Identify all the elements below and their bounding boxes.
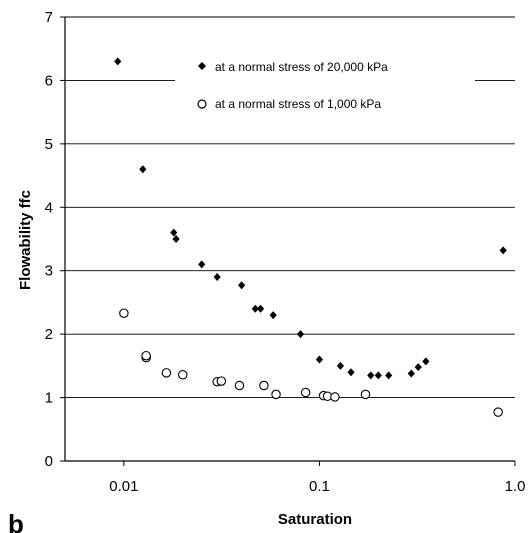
data-point-series-1 — [407, 369, 415, 378]
y-tick-label: 0 — [45, 453, 53, 470]
data-point-series-1 — [315, 355, 324, 364]
y-tick-label: 2 — [45, 326, 53, 343]
legend-label-series-1: at a normal stress of 20,000 kPa — [215, 60, 388, 74]
legend-background — [175, 56, 475, 120]
x-tick-label: 0.1 — [309, 478, 330, 495]
y-tick-label: 7 — [45, 9, 53, 26]
data-point-series-1 — [422, 357, 430, 366]
data-point-series-1 — [213, 273, 221, 282]
x-tick-label: 1.0 — [505, 478, 526, 495]
data-point-series-1 — [238, 281, 246, 290]
data-point-series-2 — [360, 389, 371, 400]
x-tick-labels: 0.01 0.1 1.0 — [109, 478, 525, 495]
data-point-series-1 — [256, 304, 265, 313]
panel-label: b — [8, 509, 24, 533]
data-point-series-1 — [499, 246, 507, 255]
data-point-series-2 — [330, 392, 340, 402]
y-tick-label: 6 — [45, 72, 53, 89]
data-points — [114, 57, 507, 417]
data-point-series-2 — [177, 369, 188, 380]
data-point-series-1 — [251, 304, 259, 313]
y-tick-label: 3 — [45, 263, 53, 280]
data-point-series-1 — [336, 361, 345, 370]
data-point-series-2 — [259, 380, 269, 391]
data-point-series-1 — [367, 371, 375, 380]
data-point-series-1 — [114, 57, 122, 66]
data-point-series-1 — [374, 371, 382, 380]
data-point-series-2 — [161, 368, 172, 378]
y-axis-title: Flowability ffc — [17, 190, 34, 290]
data-point-series-1 — [139, 165, 147, 174]
legend-marker-circle — [197, 99, 207, 109]
data-point-series-1 — [385, 371, 393, 380]
data-point-series-2 — [119, 308, 129, 318]
legend-label-series-2: at a normal stress of 1,000 kPa — [215, 97, 381, 111]
axes — [60, 16, 516, 466]
data-point-series-2 — [141, 350, 151, 361]
data-point-series-2 — [493, 407, 503, 417]
legend-marker-diamond — [198, 62, 206, 70]
data-point-series-2 — [234, 380, 245, 391]
data-point-series-1 — [269, 311, 277, 320]
data-point-series-1 — [172, 235, 180, 243]
y-tick-label: 1 — [45, 390, 53, 407]
data-point-series-2 — [271, 389, 281, 400]
y-tick-label: 4 — [45, 199, 53, 216]
x-tick-label: 0.01 — [109, 478, 138, 495]
data-point-series-2 — [300, 387, 311, 398]
x-axis-title: Saturation — [278, 511, 352, 528]
data-point-series-1 — [414, 363, 422, 372]
data-point-series-1 — [170, 228, 178, 237]
data-point-series-1 — [296, 330, 305, 339]
data-point-series-1 — [347, 368, 355, 377]
y-tick-label: 5 — [45, 136, 53, 153]
data-point-series-1 — [198, 260, 206, 269]
legend: at a normal stress of 20,000 kPa at a no… — [175, 56, 475, 120]
data-point-series-2 — [216, 376, 227, 386]
y-tick-labels: 0 1 2 3 4 5 6 7 — [45, 9, 53, 470]
